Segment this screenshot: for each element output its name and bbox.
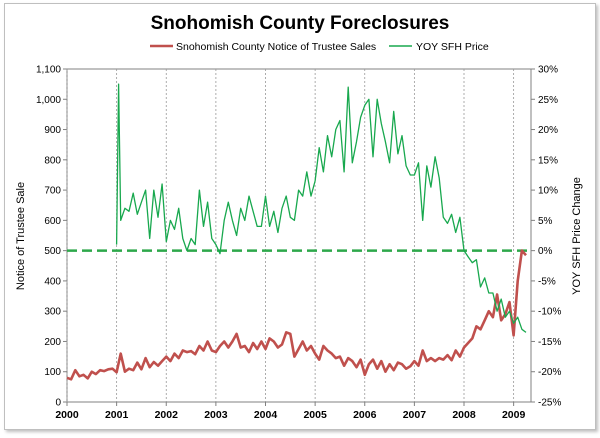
series-line-foreclosures bbox=[66, 249, 527, 381]
y2-tick-label: 30% bbox=[538, 65, 558, 76]
y-tick-label: 900 bbox=[44, 125, 61, 136]
x-axis: 2000 2001 2002 2003 2004 2005 2006 2007 2008 2009 bbox=[55, 69, 525, 421]
x-tick-label: 2009 bbox=[502, 409, 526, 421]
x-tick-label: 2001 bbox=[105, 409, 129, 421]
y2-tick-label: -15% bbox=[538, 337, 561, 348]
y2-tick-label: -25% bbox=[538, 398, 561, 409]
x-tick-label: 2002 bbox=[155, 409, 179, 421]
y2-tick-label: -20% bbox=[538, 367, 561, 378]
y-tick-label: 800 bbox=[44, 155, 61, 166]
x-tick-label: 2003 bbox=[204, 409, 228, 421]
x-tick-label: 2006 bbox=[353, 409, 377, 421]
x-tick-label: 2008 bbox=[452, 409, 476, 421]
y-tick-label: 500 bbox=[44, 246, 61, 257]
legend-label-yoy-price: YOY SFH Price bbox=[416, 41, 489, 53]
y-axis-label: Notice of Trustee Sale bbox=[15, 182, 27, 290]
x-tick-label: 2004 bbox=[254, 409, 278, 421]
chart-frame: Snohomish County Foreclosures Snohomish … bbox=[4, 3, 596, 430]
y-tick-label: 1,000 bbox=[36, 95, 61, 106]
y2-tick-label: 15% bbox=[538, 155, 558, 166]
y-tick-label: 200 bbox=[44, 337, 61, 348]
legend: Snohomish County Notice of Trustee Sales… bbox=[150, 41, 489, 53]
y-tick-label: 100 bbox=[44, 367, 61, 378]
x-tick-label: 2007 bbox=[403, 409, 427, 421]
chart-title: Snohomish County Foreclosures bbox=[151, 13, 450, 34]
series-layer bbox=[66, 83, 527, 381]
y2-tick-label: -10% bbox=[538, 307, 561, 318]
y-tick-label: 400 bbox=[44, 276, 61, 287]
y2-tick-label: 10% bbox=[538, 186, 558, 197]
series-line-yoy-price bbox=[115, 83, 527, 333]
y2-tick-label: 5% bbox=[538, 216, 553, 227]
x-tick-label: 2000 bbox=[55, 409, 79, 421]
y-tick-label: 700 bbox=[44, 186, 61, 197]
y2-tick-label: -5% bbox=[538, 276, 556, 287]
legend-label-foreclosures: Snohomish County Notice of Trustee Sales bbox=[176, 41, 376, 53]
x-tick-label: 2005 bbox=[303, 409, 327, 421]
plot-area bbox=[66, 68, 532, 403]
y2-axis-label: YOY SFH Price Change bbox=[571, 177, 583, 295]
y-axis: 0 100 200 300 400 500 600 700 800 900 1,000 1,100 bbox=[36, 65, 67, 409]
chart-svg: Snohomish County Foreclosures Snohomish … bbox=[15, 13, 583, 421]
y2-tick-label: 25% bbox=[538, 95, 558, 106]
y2-tick-label: 0% bbox=[538, 246, 553, 257]
y-tick-label: 300 bbox=[44, 307, 61, 318]
y-tick-label: 600 bbox=[44, 216, 61, 227]
y2-axis: -25% -20% -15% -10% -5% 0% 5% 10% 15% 20% 25% 30% bbox=[531, 65, 561, 409]
y2-tick-label: 20% bbox=[538, 125, 558, 136]
y-tick-label: 1,100 bbox=[36, 65, 61, 76]
y-tick-label: 0 bbox=[55, 398, 61, 409]
